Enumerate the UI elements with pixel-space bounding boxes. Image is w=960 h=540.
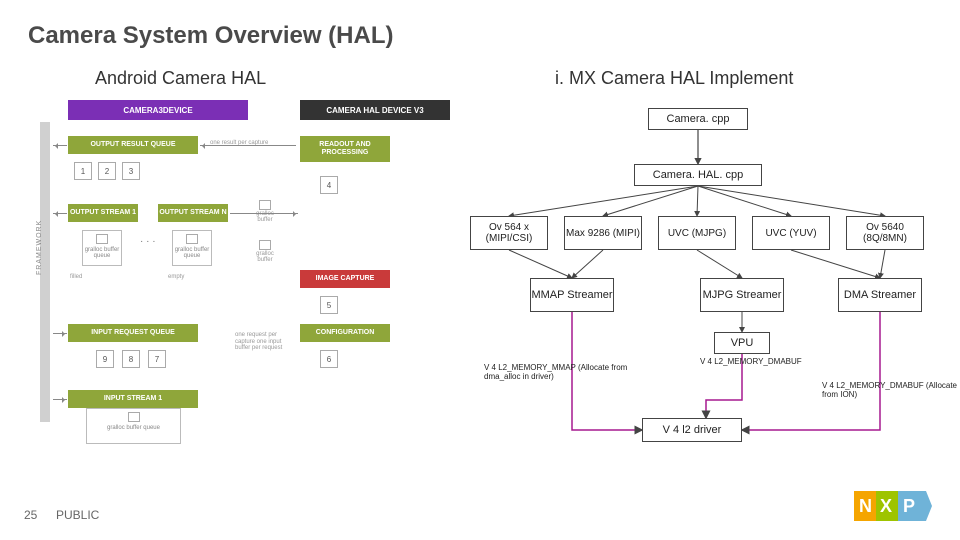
output-stream-1: OUTPUT STREAM 1 (68, 204, 138, 222)
ellipsis: · · · (140, 236, 156, 247)
sensor-ov5640: Ov 5640 (8Q/8MN) (846, 216, 924, 250)
framework-label: FRAMEWORK (36, 220, 43, 275)
queue-slot-6: 6 (320, 350, 338, 368)
svg-text:X: X (880, 496, 892, 516)
sensor-ov564x: Ov 564 x (MIPI/CSI) (470, 216, 548, 250)
input-request-queue: INPUT REQUEST QUEUE (68, 324, 198, 342)
mjpg-streamer: MJPG Streamer (700, 278, 784, 312)
mmap-streamer: MMAP Streamer (530, 278, 614, 312)
mem-dmabuf-ion-label: V 4 L2_MEMORY_DMABUF (Allocate from ION) (822, 382, 960, 400)
android-hal-diagram: FRAMEWORK CAMERA3DEVICE CAMERA HAL DEVIC… (40, 100, 460, 440)
right-column-title: i. MX Camera HAL Implement (555, 68, 793, 89)
mem-mmap-label: V 4 L2_MEMORY_MMAP (Allocate from dma_al… (484, 364, 634, 382)
output-stream-n: OUTPUT STREAM N (158, 204, 228, 222)
image-capture: IMAGE CAPTURE (300, 270, 390, 288)
queue-slot-4: 4 (320, 176, 338, 194)
gralloc-buf-label: gralloc buffer (256, 251, 274, 263)
queue-slot-2: 2 (98, 162, 116, 180)
vpu-node: VPU (714, 332, 770, 354)
readout-processing: READOUT AND PROCESSING (300, 136, 390, 162)
camera-cpp-node: Camera. cpp (648, 108, 748, 130)
gralloc-buffer-queue-2: gralloc buffer queue (172, 230, 212, 266)
gralloc-bq-label: gralloc buffer queue (107, 425, 160, 431)
v4l2-driver-node: V 4 l2 driver (642, 418, 742, 442)
queue-slot-8: 8 (122, 350, 140, 368)
arrow-fw-2 (53, 213, 67, 214)
gralloc-bq-label: gralloc buffer queue (85, 247, 120, 259)
svg-text:P: P (903, 496, 915, 516)
svg-text:N: N (859, 496, 872, 516)
queue-slot-1: 1 (74, 162, 92, 180)
empty-note: empty (168, 274, 184, 281)
configuration: CONFIGURATION (300, 324, 390, 342)
arrow-stream-buf (230, 213, 298, 214)
queue-slot-7: 7 (148, 350, 166, 368)
queue-slot-5: 5 (320, 296, 338, 314)
gralloc-buffer-2: gralloc buffer (250, 240, 280, 263)
imx-hal-diagram: Camera. cpp Camera. HAL. cpp Ov 564 x (M… (470, 100, 950, 460)
sensor-uvc-yuv: UVC (YUV) (752, 216, 830, 250)
gralloc-bq-label: gralloc buffer queue (175, 247, 210, 259)
filled-note: filled (70, 274, 82, 281)
dma-streamer: DMA Streamer (838, 278, 922, 312)
arrow-fw-3 (53, 333, 67, 334)
arrow-fw-4 (53, 399, 67, 400)
slide-title: Camera System Overview (HAL) (28, 22, 393, 50)
sensor-uvc-mjpg: UVC (MJPG) (658, 216, 736, 250)
sensor-max9286: Max 9286 (MIPI) (564, 216, 642, 250)
arrow-readout-to-queue (200, 145, 296, 146)
output-result-queue: OUTPUT RESULT QUEUE (68, 136, 198, 154)
camerahal-cpp-node: Camera. HAL. cpp (634, 164, 762, 186)
gralloc-buffer-1: gralloc buffer (250, 200, 280, 223)
mem-dmabuf-label: V 4 L2_MEMORY_DMABUF (700, 358, 850, 367)
arrow-fw-1 (53, 145, 67, 146)
gralloc-buffer-queue-3: gralloc buffer queue (86, 408, 181, 444)
hal-v3-banner: CAMERA HAL DEVICE V3 (300, 100, 450, 120)
nxp-logo: N X P (854, 491, 932, 526)
queue-slot-3: 3 (122, 162, 140, 180)
gralloc-buffer-queue-1: gralloc buffer queue (82, 230, 122, 266)
camera3device-banner: CAMERA3DEVICE (68, 100, 248, 120)
public-label: PUBLIC (56, 508, 99, 522)
one-request-note: one request per capture one input buffer… (235, 332, 290, 352)
input-stream-1: INPUT STREAM 1 (68, 390, 198, 408)
page-number: 25 (24, 508, 37, 522)
left-column-title: Android Camera HAL (95, 68, 266, 89)
queue-slot-9: 9 (96, 350, 114, 368)
